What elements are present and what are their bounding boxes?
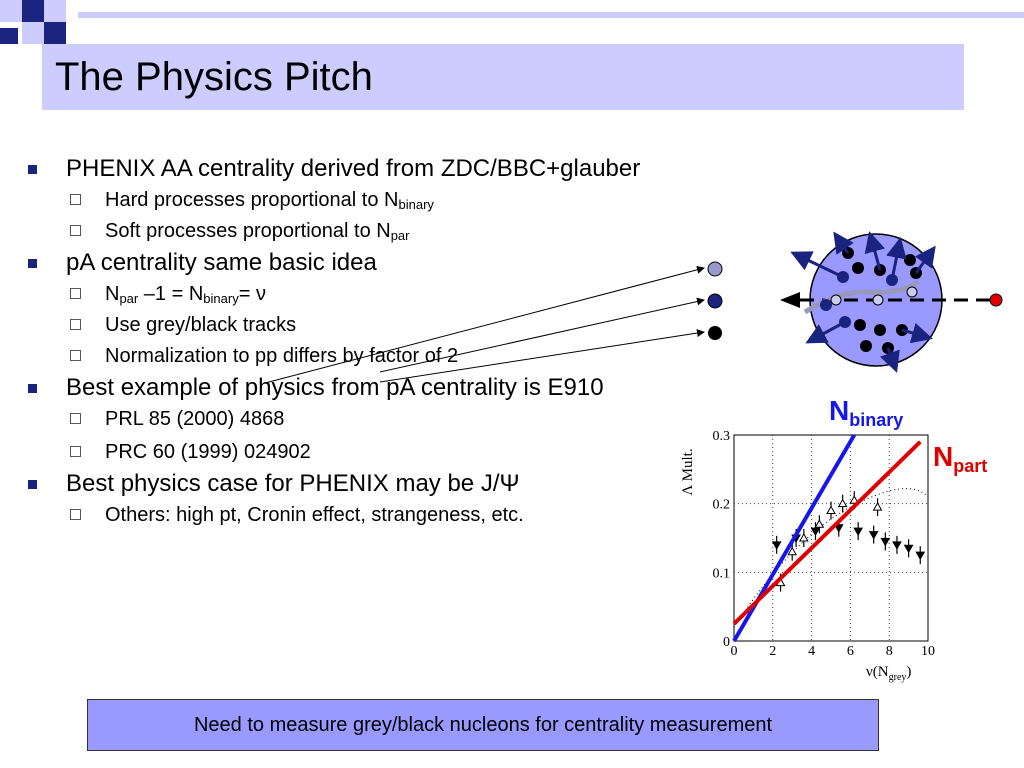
top-decoration-bar (78, 12, 1024, 18)
x-axis-label: ν(Ngrey) (866, 664, 911, 683)
theory-curve (733, 488, 929, 628)
nbinary-label: Nbinary (829, 395, 904, 430)
data-point (810, 527, 821, 537)
bullet-jpsi: Best physics case for PHENIX may be J/Ψ (28, 471, 668, 497)
data-point (853, 527, 864, 537)
slide-title: The Physics Pitch (55, 55, 373, 99)
data-point (892, 541, 902, 550)
sub-grey-black-tracks: Use grey/black tracks (28, 313, 668, 337)
black-nucleon-icon (708, 326, 722, 340)
data-point (868, 531, 879, 540)
x-tick-label: 0 (731, 644, 738, 659)
sub-others: Others: high pt, Cronin effect, strangen… (28, 503, 668, 527)
data-point (814, 519, 825, 528)
data-point (787, 546, 798, 556)
x-tick-label: 2 (769, 644, 776, 659)
lambda-multiplicity-chart: 0 2 4 6 8 10 0 0.1 0.2 0.3 Λ Mult. ν(Ngrey) (680, 429, 935, 683)
data-point (872, 502, 883, 511)
pointer-arrows (264, 265, 705, 384)
x-tick-label: 6 (847, 644, 854, 659)
y-tick-label: 0.3 (713, 429, 731, 444)
x-tick-label: 8 (886, 644, 893, 659)
data-point (849, 495, 860, 504)
data-point (833, 524, 844, 533)
grey-nucleon-icon (707, 261, 723, 277)
data-point (798, 532, 809, 542)
bullet-e910: Best example of physics from pA centrali… (28, 375, 668, 401)
y-tick-label: 0.2 (713, 498, 731, 513)
corner-decoration (0, 0, 80, 60)
title-band (42, 44, 964, 110)
nucleus-icon (780, 231, 1003, 373)
npart-label: Npart (933, 441, 988, 476)
sub-soft-processes: Soft processes proportional to Npar (28, 219, 668, 243)
conclusion-box: Need to measure grey/black nucleons for … (87, 699, 879, 751)
sub-prl-ref: PRL 85 (2000) 4868 (28, 407, 668, 431)
bullet-pa-centrality: pA centrality same basic idea (28, 250, 668, 276)
x-tick-label: 4 (808, 644, 815, 659)
fit-line-n-binary (732, 433, 857, 643)
bullet-phenix-aa: PHENIX AA centrality derived from ZDC/BB… (28, 156, 668, 182)
y-axis-label: Λ Mult. (680, 448, 696, 495)
sub-normalization: Normalization to pp differs by factor of… (28, 344, 668, 368)
data-point (837, 498, 848, 508)
data-point (826, 505, 836, 515)
data-point (903, 544, 914, 554)
x-tick-label: 10 (921, 644, 935, 659)
y-tick-label: 0.1 (713, 566, 731, 581)
nucleus-diagram (264, 231, 1003, 384)
sub-prc-ref: PRC 60 (1999) 024902 (28, 440, 668, 464)
sub-hard-processes: Hard processes proportional to Nbinary (28, 188, 668, 212)
data-point (915, 551, 926, 561)
data-point (771, 541, 782, 550)
bullet-list: PHENIX AA centrality derived from ZDC/BB… (28, 156, 668, 534)
data-point (880, 537, 891, 547)
darkblue-nucleon-icon (707, 293, 723, 309)
plot-frame (733, 434, 929, 642)
y-tick-label: 0 (723, 635, 730, 650)
sub-npar-equation: Npar –1 = Nbinary= ν (28, 282, 668, 306)
fit-line-n-part (732, 440, 922, 626)
